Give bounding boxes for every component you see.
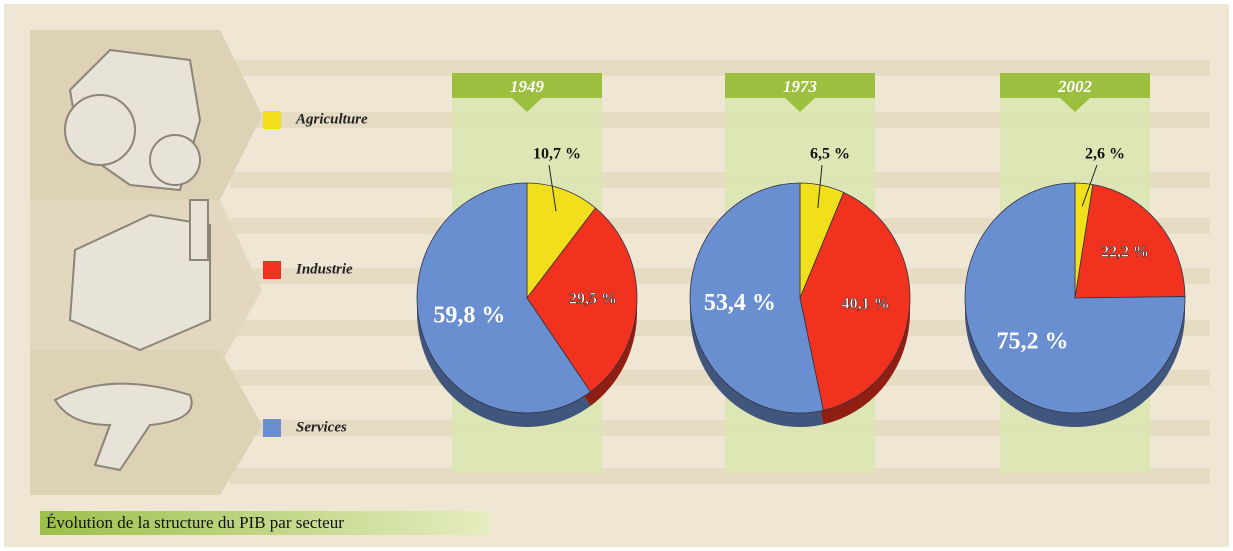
value-label: 75,2 %	[996, 329, 1068, 355]
leader-line	[548, 164, 557, 212]
legend-swatch	[263, 261, 281, 279]
chart-title: Évolution de la structure du PIB par sec…	[46, 513, 344, 532]
value-label: 40,1 %	[842, 295, 890, 312]
value-label: 22,2 %	[1101, 244, 1149, 261]
legend-label: Agriculture	[295, 111, 368, 127]
value-label: 6,5 %	[810, 146, 850, 163]
value-label: 29,5 %	[569, 291, 617, 308]
legend-label: Industrie	[295, 261, 353, 277]
slice	[526, 182, 597, 300]
value-label: 10,7 %	[533, 146, 581, 163]
slice	[689, 182, 824, 414]
slice	[416, 182, 592, 414]
slice	[526, 207, 638, 393]
year-header	[725, 73, 875, 112]
legend: Agriculture Industrie Services	[263, 111, 368, 437]
value-label: 59,8 %	[433, 303, 505, 329]
value-label: 53,4 %	[704, 290, 776, 316]
legend-swatch	[263, 419, 281, 437]
leader-line	[817, 164, 823, 208]
legend-label: Services	[296, 419, 347, 435]
year-label: 1973	[783, 77, 818, 96]
legend-swatch	[263, 111, 281, 129]
value-label: 2,6 %	[1085, 146, 1125, 163]
year-label: 1949	[510, 77, 545, 96]
leader-line	[1081, 164, 1098, 207]
sector-icons	[30, 30, 262, 495]
title-bar	[40, 511, 490, 535]
year-header	[1000, 73, 1150, 112]
slice	[964, 182, 1186, 414]
slice	[1074, 184, 1186, 299]
year-label: 2002	[1057, 77, 1093, 96]
year-header	[452, 73, 602, 112]
slice	[799, 191, 911, 411]
pies: 1949 10,7 % 29,5 % 59,8 % 1973 6,5 % 40,1 % 53,…	[416, 73, 1186, 473]
